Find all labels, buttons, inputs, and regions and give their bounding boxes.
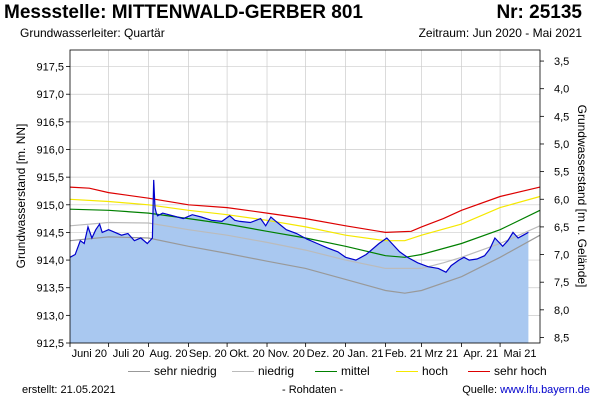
- x-tick-label: Aug. 20: [150, 348, 188, 360]
- y-tick-label: 917,5: [36, 62, 64, 74]
- right-y-ticks: 3,5 4,0 4,5 5,0 5,5 6,0 6,5 7,0 7,5 8,0 8,5: [540, 56, 569, 344]
- x-tick-label: Feb. 21: [385, 348, 422, 360]
- legend-item-sehr-hoch: sehr hoch: [468, 364, 547, 378]
- plot-frame: [69, 49, 541, 344]
- x-tick-label: Mrz 21: [425, 348, 459, 360]
- created-date: erstellt: 21.05.2021: [22, 384, 116, 396]
- legend-item-mittel: mittel: [315, 364, 370, 378]
- x-ticks: Juni 20 Juli 20 Aug. 20 Sep. 20 Okt. 20 Nov. …: [69, 343, 537, 360]
- x-tick-label: Sep. 20: [189, 348, 227, 360]
- station-number: Nr: 25135: [496, 2, 582, 23]
- series-line-mittel: [69, 208, 541, 258]
- y2-tick-label: 6,0: [554, 194, 569, 206]
- source-prefix: Quelle:: [462, 384, 501, 396]
- y2-tick-label: 7,0: [554, 250, 569, 262]
- legend-label: sehr niedrig: [154, 364, 217, 378]
- measured-series-line: [69, 179, 529, 273]
- y-tick-label: 913,0: [36, 310, 64, 322]
- left-y-ticks: 912,5 913,0 913,5 914,0 914,5 915,0 915,5 916,0…: [36, 62, 70, 350]
- legend-label: niedrig: [258, 364, 295, 378]
- period-label: Zeitraum: Jun 2020 - Mai 2021: [418, 26, 582, 40]
- raw-data-note: - Rohdaten -: [282, 384, 344, 396]
- legend-swatch: [232, 371, 254, 373]
- source-credit: Quelle: www.lfu.bayern.de: [462, 384, 590, 396]
- legend-item-sehr-niedrig: sehr niedrig: [128, 364, 217, 378]
- station-title: Messstelle: MITTENWALD-GERBER 801: [4, 2, 363, 23]
- x-tick-label: Juli 20: [113, 348, 145, 360]
- series-line-sehr-hoch: [69, 186, 541, 234]
- x-tick-label: Juni 20: [72, 348, 107, 360]
- x-tick-label: Apr. 21: [463, 348, 498, 360]
- legend-item-niedrig: niedrig: [232, 364, 294, 378]
- x-tick-label: Mai 21: [504, 348, 537, 360]
- reference-lines: [69, 186, 541, 294]
- x-tick-label: Jan. 21: [347, 348, 383, 360]
- y-tick-label: 916,5: [36, 117, 64, 129]
- y-tick-label: 915,5: [36, 172, 64, 184]
- legend-label: sehr hoch: [494, 364, 547, 378]
- y2-tick-label: 6,5: [554, 222, 569, 234]
- y-tick-label: 913,5: [36, 283, 64, 295]
- y2-tick-label: 4,5: [554, 111, 569, 123]
- y-tick-label: 917,0: [36, 89, 64, 101]
- legend-swatch: [396, 371, 418, 373]
- legend-item-hoch: hoch: [396, 364, 448, 378]
- x-tick-label: Okt. 20: [229, 348, 264, 360]
- legend-swatch: [128, 371, 150, 373]
- y2-tick-label: 7,5: [554, 277, 569, 289]
- y2-tick-label: 5,5: [554, 167, 569, 179]
- legend-label: hoch: [422, 364, 449, 378]
- x-tick-label: Dez. 20: [307, 348, 345, 360]
- y2-tick-label: 8,0: [554, 305, 569, 317]
- y2-tick-label: 3,5: [554, 56, 569, 68]
- y-tick-label: 914,5: [36, 227, 64, 239]
- measured-area-fill: [70, 179, 529, 343]
- y2-tick-label: 4,0: [554, 84, 569, 96]
- right-axis-label: Grundwasserstand [m u. Gelände]: [575, 105, 589, 288]
- legend-swatch: [315, 371, 337, 373]
- left-axis-label: Grundwasserstand [m. NN]: [14, 124, 28, 269]
- legend-label: mittel: [341, 364, 370, 378]
- y-tick-label: 915,0: [36, 200, 64, 212]
- series-line-sehr-niedrig: [69, 234, 541, 294]
- x-tick-label: Nov. 20: [268, 348, 305, 360]
- legend-swatch: [468, 371, 490, 373]
- y-tick-label: 914,0: [36, 255, 64, 267]
- source-link[interactable]: www.lfu.bayern.de: [500, 384, 590, 396]
- y2-tick-label: 5,0: [554, 139, 569, 151]
- y-tick-label: 916,0: [36, 145, 64, 157]
- series-line-niedrig: [69, 221, 541, 269]
- y-tick-label: 912,5: [36, 338, 64, 350]
- aquifer-label: Grundwasserleiter: Quartär: [20, 26, 165, 40]
- y2-tick-label: 8,5: [554, 332, 569, 344]
